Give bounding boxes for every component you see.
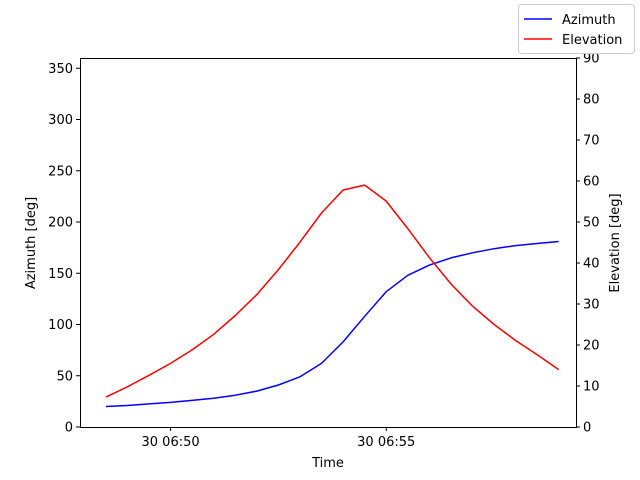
left-tick-label: 200: [48, 216, 73, 231]
plot-frame: [80, 58, 577, 428]
left-tick-label: 0: [65, 421, 73, 436]
left-tick-label: 250: [48, 164, 73, 179]
series-line-azimuth: [105, 240, 559, 408]
right-y-axis: 0 10 20 30 40 50 60 70 80 90: [576, 52, 600, 436]
plot-lines: [105, 184, 560, 408]
left-tick-label: 350: [48, 62, 73, 77]
left-tick-label: 100: [48, 318, 73, 333]
legend-box: [518, 4, 635, 54]
right-tick-label: 10: [583, 380, 600, 395]
right-tick-label: 60: [583, 175, 600, 190]
legend-label-elevation: Elevation: [562, 33, 622, 48]
right-tick-label: 0: [583, 421, 591, 436]
left-y-axis-label: Azimuth [deg]: [24, 197, 39, 289]
x-tick-label: 30 06:50: [142, 435, 200, 450]
right-tick-label: 50: [583, 216, 600, 231]
right-tick-label: 70: [583, 134, 600, 149]
left-tick-label: 50: [56, 369, 73, 384]
x-tick-label: 30 06:55: [357, 435, 415, 450]
x-axis: 30 06:50 30 06:55: [142, 427, 415, 450]
left-tick-label: 150: [48, 267, 73, 282]
x-axis-label: Time: [311, 456, 344, 471]
right-y-axis-label: Elevation [deg]: [608, 193, 623, 292]
right-tick-label: 80: [583, 93, 600, 108]
right-tick-label: 30: [583, 298, 600, 313]
right-tick-label: 90: [583, 52, 600, 67]
left-y-axis: 0 50 100 150 200 250 300 350: [48, 62, 80, 436]
right-tick-label: 40: [583, 257, 600, 272]
series-line-elevation: [105, 184, 560, 398]
right-tick-label: 20: [583, 339, 600, 354]
legend-label-azimuth: Azimuth: [562, 13, 616, 28]
left-tick-label: 300: [48, 113, 73, 128]
legend: Azimuth Elevation: [518, 4, 635, 54]
